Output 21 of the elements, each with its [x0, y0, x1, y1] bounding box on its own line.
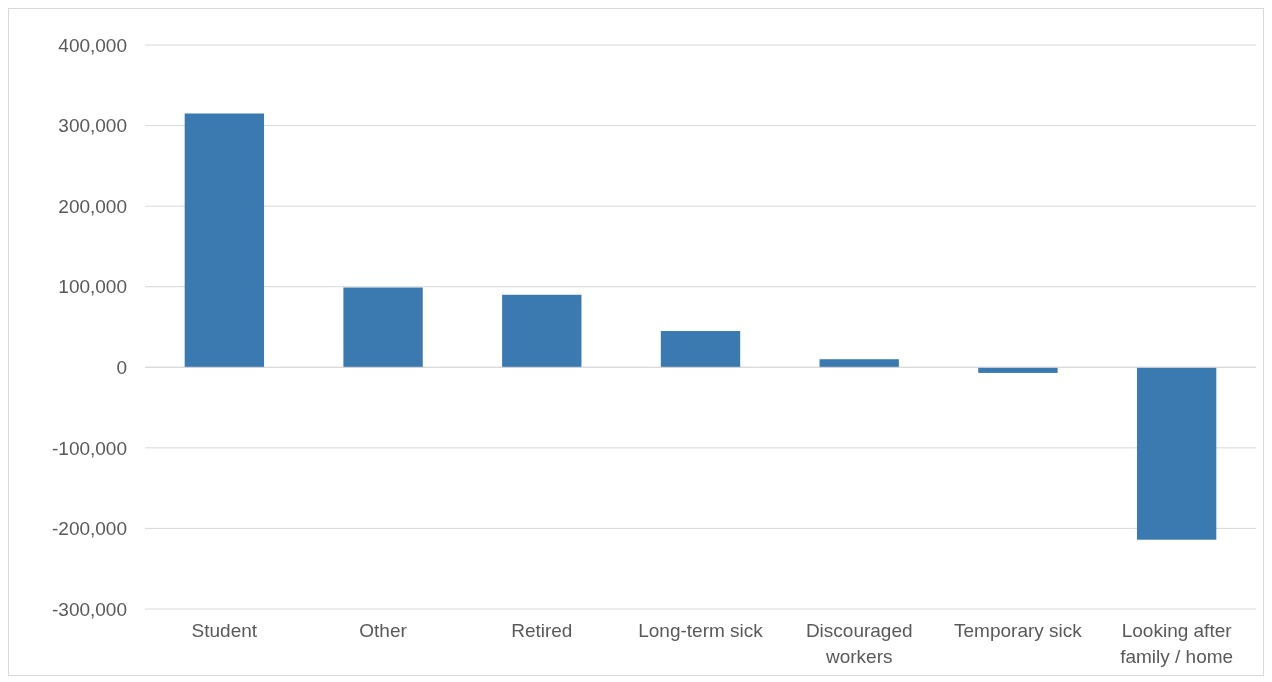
- bar: [343, 287, 423, 368]
- bar: [184, 113, 265, 368]
- bar: [1136, 367, 1217, 540]
- x-tick-label: Retired: [511, 620, 573, 641]
- bar: [660, 331, 741, 368]
- bar: [819, 359, 899, 368]
- x-tick-label: Looking after family / home: [1120, 620, 1234, 667]
- y-tick-label: 400,000: [58, 34, 127, 56]
- x-tick-label: Long-term sick: [638, 620, 764, 641]
- y-tick-label: 0: [116, 356, 127, 378]
- x-tick-label: Other: [359, 620, 408, 641]
- y-tick-label: -100,000: [51, 437, 127, 459]
- y-tick-label: 200,000: [58, 195, 127, 217]
- bar: [502, 294, 582, 368]
- x-tick-label: Temporary sick: [954, 620, 1083, 641]
- y-tick-label: 300,000: [58, 115, 127, 137]
- x-tick-label: Student: [191, 620, 258, 641]
- y-tick-label: -200,000: [51, 518, 127, 540]
- x-tick-label: Discouraged workers: [805, 620, 913, 667]
- y-tick-label: 100,000: [58, 276, 127, 298]
- y-tick-label: -300,000: [51, 598, 127, 620]
